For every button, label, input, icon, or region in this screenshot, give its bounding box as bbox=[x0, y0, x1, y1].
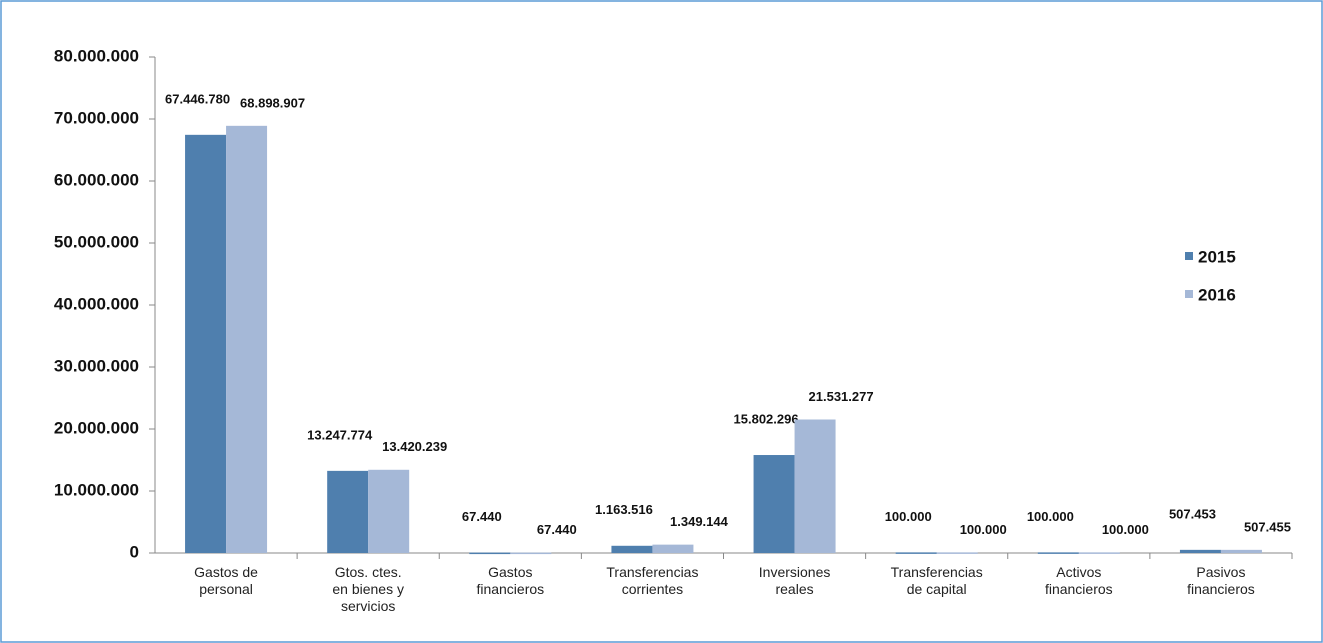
x-tick-label: Inversiones reales bbox=[759, 564, 831, 597]
data-label: 100.000 bbox=[1102, 522, 1149, 537]
data-label: 507.453 bbox=[1169, 506, 1216, 521]
x-tick-label-line: reales bbox=[775, 581, 813, 597]
data-label: 68.898.907 bbox=[240, 95, 305, 110]
x-tick-label: Transferencias de capital bbox=[891, 564, 983, 597]
x-tick-label-line: en bienes y bbox=[332, 581, 404, 597]
bar bbox=[611, 545, 653, 553]
bar bbox=[185, 134, 227, 554]
legend-label: 2015 bbox=[1198, 247, 1236, 266]
data-label: 507.455 bbox=[1244, 519, 1291, 534]
bar bbox=[226, 125, 268, 553]
legend-swatch bbox=[1185, 252, 1193, 260]
data-label: 1.163.516 bbox=[595, 502, 653, 517]
bar bbox=[1078, 552, 1120, 554]
y-tick-label: 70.000.000 bbox=[54, 108, 139, 127]
x-tick-label-line: Activos bbox=[1056, 564, 1101, 580]
bar bbox=[1179, 549, 1221, 553]
data-label: 100.000 bbox=[1027, 509, 1074, 524]
y-tick-label: 40.000.000 bbox=[54, 294, 139, 313]
legend-swatch bbox=[1185, 290, 1193, 298]
x-tick-label-line: financieros bbox=[1187, 581, 1255, 597]
x-tick-label-line: corrientes bbox=[622, 581, 683, 597]
x-tick-label-line: Pasivos bbox=[1196, 564, 1245, 580]
x-tick-label-line: personal bbox=[199, 581, 253, 597]
x-tick-label: Gastos financieros bbox=[476, 564, 544, 597]
y-tick-label: 80.000.000 bbox=[54, 46, 139, 65]
data-label: 21.531.277 bbox=[809, 389, 874, 404]
x-tick-label: Transferencias corrientes bbox=[606, 564, 698, 597]
x-tick-label-line: financieros bbox=[1045, 581, 1113, 597]
data-label: 13.247.774 bbox=[307, 427, 373, 442]
bar bbox=[1037, 552, 1079, 554]
bar bbox=[469, 552, 511, 555]
x-tick-label-line: de capital bbox=[907, 581, 967, 597]
data-label: 67.440 bbox=[462, 509, 502, 524]
data-label: 15.802.296 bbox=[734, 411, 799, 426]
bar bbox=[895, 552, 937, 554]
x-tick-label-line: Transferencias bbox=[606, 564, 698, 580]
data-label: 100.000 bbox=[885, 509, 932, 524]
x-tick-label-line: servicios bbox=[341, 598, 395, 614]
bar bbox=[652, 544, 694, 553]
data-label: 67.440 bbox=[537, 522, 577, 537]
data-label: 100.000 bbox=[960, 522, 1007, 537]
bar bbox=[327, 470, 369, 553]
x-tick-label: Pasivos financieros bbox=[1187, 564, 1255, 597]
bar bbox=[936, 552, 978, 554]
x-tick-label-line: Gtos. ctes. bbox=[335, 564, 402, 580]
y-tick-label: 50.000.000 bbox=[54, 232, 139, 251]
x-tick-label: Gastos de personal bbox=[194, 564, 258, 597]
bar bbox=[1220, 549, 1262, 553]
x-tick-label-line: Gastos de bbox=[194, 564, 258, 580]
x-tick-label-line: Transferencias bbox=[891, 564, 983, 580]
legend-label: 2016 bbox=[1198, 285, 1236, 304]
y-tick-label: 0 bbox=[130, 542, 139, 561]
x-tick-label-line: financieros bbox=[476, 581, 544, 597]
y-tick-label: 20.000.000 bbox=[54, 418, 139, 437]
y-tick-label: 10.000.000 bbox=[54, 480, 139, 499]
bar bbox=[753, 455, 795, 553]
bar bbox=[510, 552, 552, 555]
bar bbox=[368, 469, 410, 553]
x-tick-label: Activos financieros bbox=[1045, 564, 1113, 597]
data-label: 13.420.239 bbox=[382, 439, 447, 454]
y-tick-label: 60.000.000 bbox=[54, 170, 139, 189]
bar bbox=[794, 419, 836, 553]
x-tick-label: Gtos. ctes. en bienes y servicios bbox=[332, 564, 404, 614]
data-label: 67.446.780 bbox=[165, 91, 230, 106]
y-tick-label: 30.000.000 bbox=[54, 356, 139, 375]
x-tick-label-line: Gastos bbox=[488, 564, 532, 580]
data-label: 1.349.144 bbox=[670, 514, 729, 529]
x-tick-label-line: Inversiones bbox=[759, 564, 831, 580]
